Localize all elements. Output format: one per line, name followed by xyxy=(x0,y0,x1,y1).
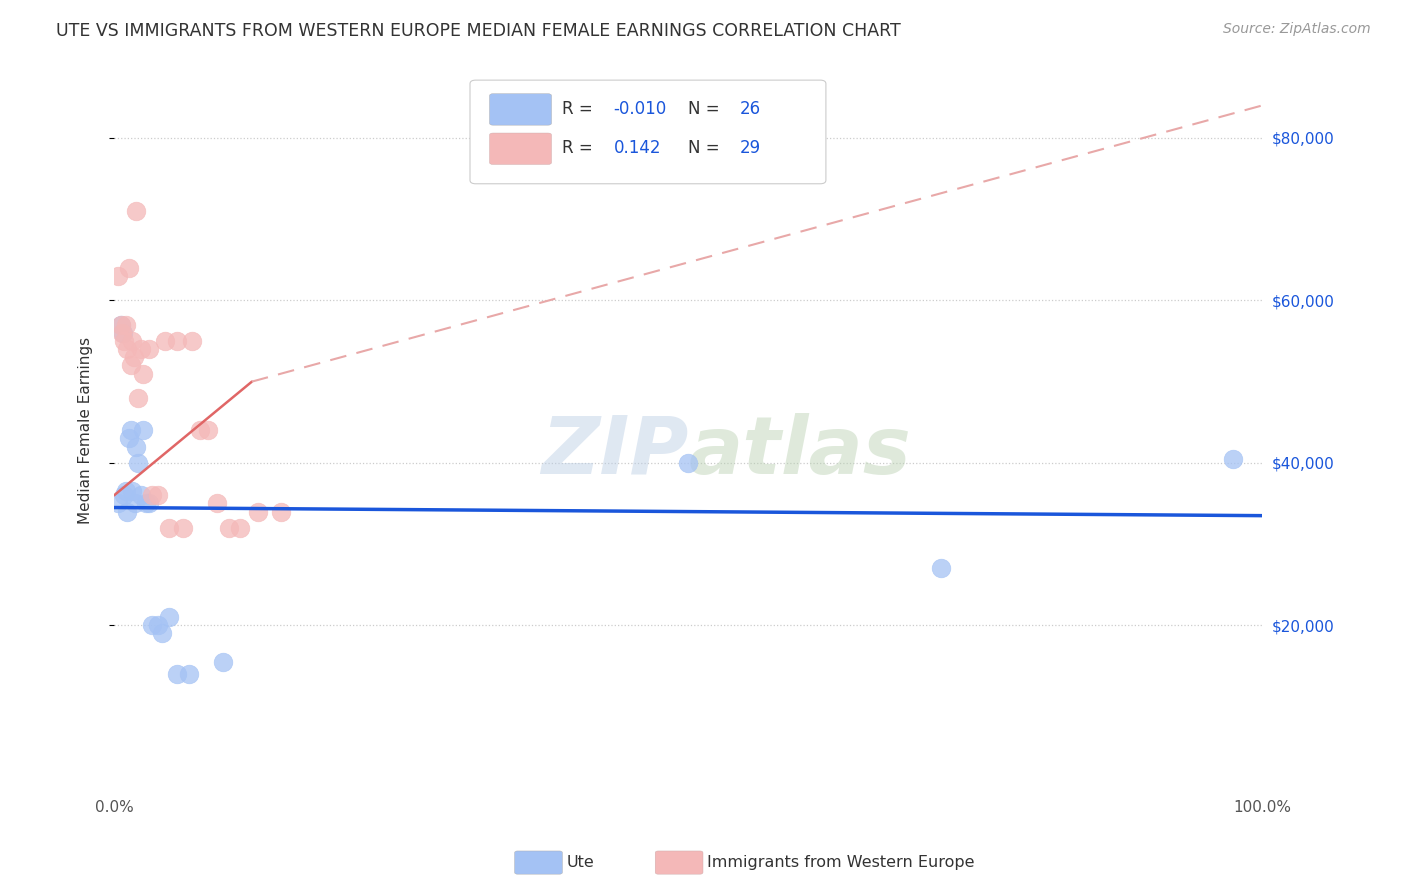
Text: Source: ZipAtlas.com: Source: ZipAtlas.com xyxy=(1223,22,1371,37)
Point xyxy=(197,423,219,437)
Text: N =: N = xyxy=(688,139,720,157)
Point xyxy=(172,521,194,535)
Text: Ute: Ute xyxy=(567,855,595,870)
Point xyxy=(127,391,149,405)
Point xyxy=(111,326,134,340)
Point xyxy=(177,667,200,681)
Point xyxy=(166,667,188,681)
Point xyxy=(141,618,163,632)
Point xyxy=(212,655,235,669)
Point xyxy=(150,626,173,640)
Text: R =: R = xyxy=(562,139,592,157)
Point xyxy=(207,496,229,510)
Point xyxy=(115,505,138,519)
Point xyxy=(138,342,160,356)
Point xyxy=(1222,451,1244,466)
Text: -0.010: -0.010 xyxy=(613,100,666,118)
Point xyxy=(929,561,952,575)
Point xyxy=(127,456,149,470)
Point xyxy=(120,423,142,437)
Point xyxy=(129,488,152,502)
Point xyxy=(146,618,169,632)
Text: R =: R = xyxy=(562,100,592,118)
Point xyxy=(270,505,292,519)
Point xyxy=(110,318,132,332)
Text: atlas: atlas xyxy=(688,413,911,491)
Point xyxy=(107,496,129,510)
Point xyxy=(218,521,240,535)
Point xyxy=(125,204,148,219)
FancyBboxPatch shape xyxy=(470,80,825,184)
Text: N =: N = xyxy=(688,100,720,118)
Point xyxy=(114,484,136,499)
Point xyxy=(153,334,176,348)
Point xyxy=(114,334,136,348)
Point xyxy=(112,326,135,340)
FancyBboxPatch shape xyxy=(489,94,551,125)
Y-axis label: Median Female Earnings: Median Female Earnings xyxy=(79,337,93,524)
Point xyxy=(114,488,136,502)
Point xyxy=(132,367,155,381)
Point xyxy=(138,496,160,510)
FancyBboxPatch shape xyxy=(489,133,551,164)
Point xyxy=(135,496,157,510)
Point xyxy=(125,440,148,454)
Point xyxy=(157,610,180,624)
Point xyxy=(114,318,136,332)
Point xyxy=(181,334,204,348)
Point xyxy=(122,351,145,365)
Text: Immigrants from Western Europe: Immigrants from Western Europe xyxy=(707,855,974,870)
Point xyxy=(115,342,138,356)
Point xyxy=(120,359,142,373)
Point xyxy=(124,496,146,510)
Point xyxy=(229,521,252,535)
Point xyxy=(107,268,129,283)
Point xyxy=(110,318,132,332)
Text: 29: 29 xyxy=(740,139,761,157)
Point xyxy=(246,505,269,519)
Text: UTE VS IMMIGRANTS FROM WESTERN EUROPE MEDIAN FEMALE EARNINGS CORRELATION CHART: UTE VS IMMIGRANTS FROM WESTERN EUROPE ME… xyxy=(56,22,901,40)
Point xyxy=(132,423,155,437)
Point xyxy=(121,334,143,348)
Text: 0.142: 0.142 xyxy=(613,139,661,157)
Point xyxy=(121,484,143,499)
Point xyxy=(146,488,169,502)
Point xyxy=(129,342,152,356)
Point xyxy=(676,456,699,470)
Text: 26: 26 xyxy=(740,100,761,118)
Point xyxy=(118,432,141,446)
Point xyxy=(188,423,211,437)
Point xyxy=(118,260,141,275)
Point xyxy=(157,521,180,535)
Point xyxy=(141,488,163,502)
Point xyxy=(166,334,188,348)
Text: ZIP: ZIP xyxy=(541,413,688,491)
